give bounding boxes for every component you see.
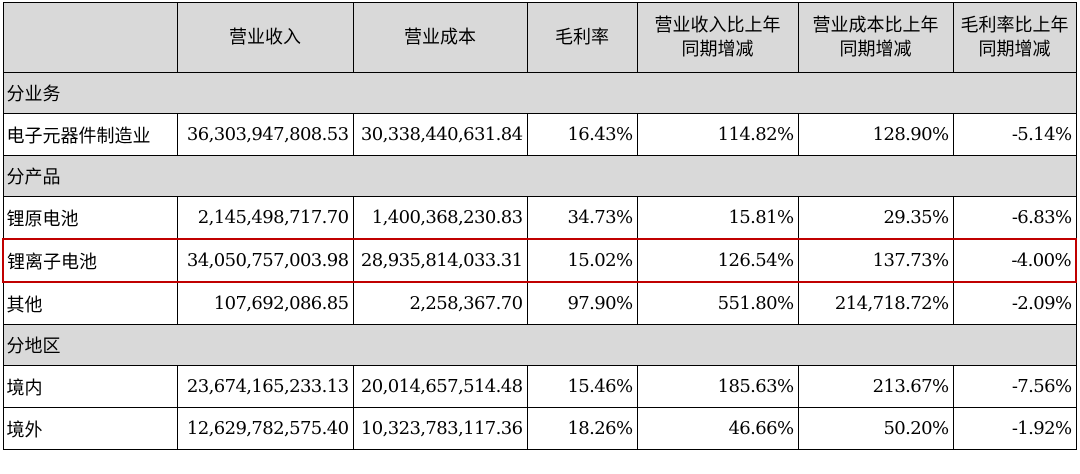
margin-yoy-cell: -7.56%	[952, 365, 1077, 408]
table-row-highlighted: 锂离子电池 34,050,757,003.98 28,935,814,033.31 1…	[2, 238, 1077, 283]
revenue-cell: 36,303,947,808.53	[176, 113, 354, 156]
cost-cell: 28,935,814,033.31	[352, 238, 528, 283]
margin-yoy-cell: -6.83%	[952, 196, 1077, 240]
revenue-yoy-cell: 185.63%	[636, 365, 799, 408]
row-label-cell: 锂原电池	[2, 196, 178, 240]
revenue-yoy-cell: 126.54%	[636, 238, 799, 283]
row-label-cell: 境内	[2, 365, 178, 408]
revenue-cell: 34,050,757,003.98	[176, 238, 354, 283]
revenue-yoy-cell: 114.82%	[636, 113, 799, 156]
financial-table: 营业收入 营业成本 毛利率 营业收入比上年 同期增减 营业成本比上年 同期增减 毛利…	[2, 2, 1077, 450]
header-row: 营业收入 营业成本 毛利率 营业收入比上年 同期增减 营业成本比上年 同期增减 毛利…	[2, 2, 1077, 73]
row-label-cell: 锂离子电池	[2, 238, 178, 283]
revenue-cell: 12,629,782,575.40	[176, 407, 354, 450]
revenue-yoy-cell: 46.66%	[636, 407, 799, 450]
cost-cell: 20,014,657,514.48	[352, 365, 528, 408]
section-header-row: 分业务	[2, 72, 1077, 114]
header-cell-category	[2, 2, 178, 73]
revenue-yoy-cell: 551.80%	[636, 281, 799, 325]
gross-margin-cell: 97.90%	[526, 281, 638, 325]
section-label: 分产品	[2, 155, 1077, 197]
section-header-row: 分地区	[2, 324, 1077, 366]
gross-margin-cell: 16.43%	[526, 113, 638, 156]
cost-yoy-cell: 128.90%	[797, 113, 954, 156]
revenue-yoy-cell: 15.81%	[636, 196, 799, 240]
header-cell-cost-yoy: 营业成本比上年 同期增减	[797, 2, 954, 73]
section-label: 分地区	[2, 324, 1077, 366]
table-row: 其他 107,692,086.85 2,258,367.70 97.90% 551.80…	[2, 281, 1077, 325]
section-header-row: 分产品	[2, 155, 1077, 197]
table-row: 境内 23,674,165,233.13 20,014,657,514.48 15.4…	[2, 365, 1077, 408]
gross-margin-cell: 34.73%	[526, 196, 638, 240]
margin-yoy-cell: -5.14%	[952, 113, 1077, 156]
header-cell-margin-yoy: 毛利率比上年 同期增减	[952, 2, 1077, 73]
row-label-cell: 境外	[2, 407, 178, 450]
cost-yoy-cell: 137.73%	[797, 238, 954, 283]
header-cell-cost: 营业成本	[352, 2, 528, 73]
cost-yoy-cell: 214,718.72%	[797, 281, 954, 325]
margin-yoy-cell: -1.92%	[952, 407, 1077, 450]
row-label-cell: 其他	[2, 281, 178, 325]
cost-cell: 10,323,783,117.36	[352, 407, 528, 450]
header-cell-revenue-yoy: 营业收入比上年 同期增减	[636, 2, 799, 73]
section-label: 分业务	[2, 72, 1077, 114]
revenue-cell: 23,674,165,233.13	[176, 365, 354, 408]
table-body: 分业务 电子元器件制造业 36,303,947,808.53 30,338,440,6…	[2, 72, 1077, 450]
gross-margin-cell: 15.02%	[526, 238, 638, 283]
revenue-cell: 2,145,498,717.70	[176, 196, 354, 240]
header-cell-gross-margin: 毛利率	[526, 2, 638, 73]
gross-margin-cell: 15.46%	[526, 365, 638, 408]
table-row: 境外 12,629,782,575.40 10,323,783,117.36 18.2…	[2, 407, 1077, 450]
table-row: 电子元器件制造业 36,303,947,808.53 30,338,440,631.…	[2, 113, 1077, 156]
cost-cell: 2,258,367.70	[352, 281, 528, 325]
header-cell-revenue: 营业收入	[176, 2, 354, 73]
cost-yoy-cell: 213.67%	[797, 365, 954, 408]
margin-yoy-cell: -2.09%	[952, 281, 1077, 325]
margin-yoy-cell: -4.00%	[952, 238, 1077, 283]
gross-margin-cell: 18.26%	[526, 407, 638, 450]
cost-cell: 1,400,368,230.83	[352, 196, 528, 240]
cost-cell: 30,338,440,631.84	[352, 113, 528, 156]
table-row: 锂原电池 2,145,498,717.70 1,400,368,230.83 34.7…	[2, 196, 1077, 240]
cost-yoy-cell: 29.35%	[797, 196, 954, 240]
revenue-cell: 107,692,086.85	[176, 281, 354, 325]
row-label-cell: 电子元器件制造业	[2, 113, 178, 156]
cost-yoy-cell: 50.20%	[797, 407, 954, 450]
